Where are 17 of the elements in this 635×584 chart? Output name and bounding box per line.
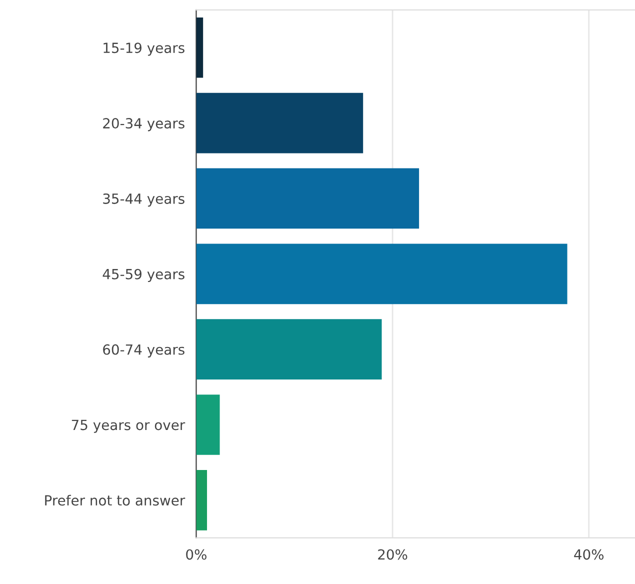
- x-tick-label: 40%: [574, 549, 604, 560]
- y-tick-label: 45-59 years: [102, 268, 184, 282]
- y-tick-label: 60-74 years: [103, 344, 184, 358]
- y-tick-label: Prefer not to answer: [45, 494, 186, 506]
- bar: [196, 17, 204, 78]
- bar: [196, 470, 208, 530]
- bar: [196, 394, 220, 455]
- bar: [196, 168, 420, 229]
- bar: [196, 92, 364, 154]
- y-tick-label: 20-34 years: [103, 118, 184, 132]
- y-tick-label: 35-44 years: [103, 193, 184, 207]
- bar: [196, 319, 382, 380]
- x-tick-label: 0%: [186, 549, 206, 560]
- y-tick-label: 75 years or over: [72, 420, 186, 433]
- bar: [196, 244, 568, 304]
- y-tick-label: 15-19 years: [104, 42, 184, 56]
- x-tick-label: 20%: [378, 549, 408, 560]
